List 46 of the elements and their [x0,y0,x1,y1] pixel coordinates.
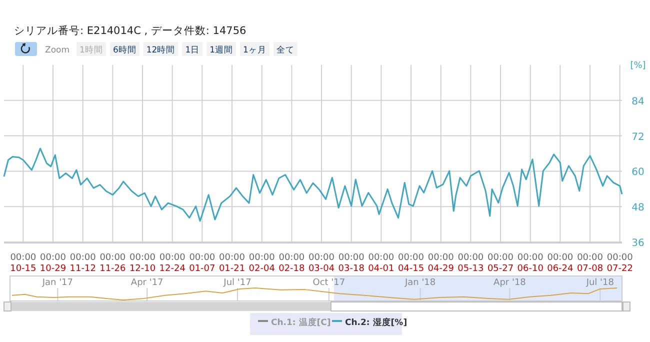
y-tick-label: 36 [632,238,644,249]
text: 1日 [185,46,200,56]
x-tick-label: 00:00 03-18 [338,253,365,274]
x-tick-label: 00:00 07-22 [606,253,634,274]
text: 1ヶ月 [243,46,266,56]
x-tick-label: 00:00 01-07 [189,253,216,274]
y-tick-label: 48 [632,202,644,214]
x-tick-label: 00:00 06-24 [547,253,574,274]
x-tick-label: Apr '17 [130,278,164,288]
legend-label: Ch.2: 湿度[%] [345,317,408,328]
x-tick-label: 00:00 10-29 [40,253,66,274]
x-tick-label: 00:00 11-12 [70,253,96,274]
x-tick-label: 00:00 05-27 [487,253,514,274]
text: 12時間 [146,44,176,56]
x-tick-label: 00:00 11-26 [100,253,126,274]
x-tick-label: 00:00 04-29 [428,253,454,274]
line-series [3,148,623,222]
text: 1週間 [210,44,234,56]
text: Zoom [45,46,70,56]
x-tick-label: Apr '18 [494,278,526,288]
text: 6時間 [112,44,136,56]
text: 全て [276,44,294,56]
y-axis-title: [%] [630,61,646,71]
x-tick-label: 00:00 04-01 [368,253,394,274]
legend-label: Ch.1: 温度[C] [271,317,331,328]
x-tick-label: 00:00 01-21 [218,253,246,274]
x-tick-label: Jan '17 [41,278,74,288]
x-tick-label: 00:00 07-08 [576,253,604,274]
chart-subtitle: シリアル番号: E214014C , データ件数: 14756 [14,24,247,37]
x-tick-label: Jan '18 [404,278,436,288]
x-tick-label: 00:00 03-04 [308,253,335,274]
x-tick-label: 00:00 12-10 [129,253,156,274]
x-tick-label: 00:00 06-10 [517,253,544,274]
y-tick-label: 72 [632,132,644,143]
x-tick-label: Jul '17 [222,278,252,288]
y-tick-label: 84 [632,96,644,108]
x-tick-label: 00:00 10-15 [10,253,36,274]
x-tick-label: 00:00 04-15 [398,253,424,274]
text: 1時間 [80,44,103,56]
x-tick-label: 00:00 05-13 [458,253,484,274]
x-tick-label: Jul '18 [585,278,614,288]
x-tick-label: Oct '17 [312,278,346,288]
y-tick-label: 60 [632,167,644,178]
x-tick-label: 00:00 12-24 [159,253,186,274]
x-tick-label: 00:00 02-04 [248,253,276,274]
x-tick-label: 00:00 02-18 [278,253,306,274]
